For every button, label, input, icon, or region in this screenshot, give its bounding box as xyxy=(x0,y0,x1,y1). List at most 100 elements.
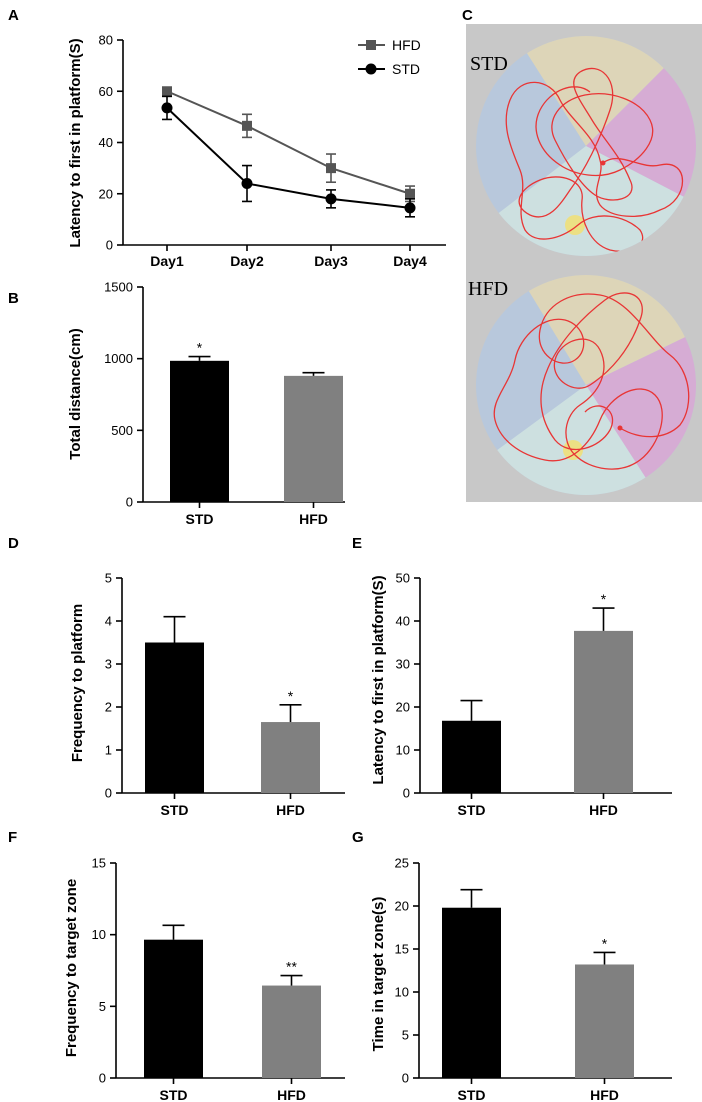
bar-std xyxy=(145,642,204,793)
y-tick-label: 80 xyxy=(99,33,113,48)
x-tick-label-hfd: HFD xyxy=(276,802,305,818)
y-tick-label: 25 xyxy=(395,856,409,871)
x-tick-label-day3: Day3 xyxy=(314,253,348,269)
x-tick-label-hfd: HFD xyxy=(589,802,618,818)
x-tick-label-std: STD xyxy=(186,511,214,527)
maze-hfd-trajectory xyxy=(493,292,690,470)
maze-hfd-title: HFD xyxy=(468,278,508,300)
panel-d-bar-chart: Frequency to platform 0 1 2 3 4 5 STD HFD * xyxy=(69,571,345,818)
data-point-std xyxy=(325,193,337,205)
panel-b-y-axis-label: Total distance(cm) xyxy=(67,328,84,459)
significance-marker-std: * xyxy=(197,340,203,356)
y-tick-label: 5 xyxy=(402,1028,409,1043)
bar-hfd xyxy=(575,964,634,1078)
panel-label-d: D xyxy=(8,535,19,552)
y-tick-label: 60 xyxy=(99,84,113,99)
significance-marker-hfd: ** xyxy=(286,959,297,975)
series-line-std xyxy=(166,107,411,209)
y-tick-label: 10 xyxy=(92,927,106,942)
panel-a-line-chart: Latency to first in platform(S) HFD STD … xyxy=(67,33,446,269)
x-tick-label-hfd: HFD xyxy=(590,1087,619,1102)
panel-label-f: F xyxy=(8,829,17,846)
panel-f-y-axis-label: Frequency to target zone xyxy=(63,879,80,1057)
significance-marker-hfd: * xyxy=(288,688,294,704)
data-point-std xyxy=(241,178,253,189)
y-tick-label: 40 xyxy=(99,135,113,150)
y-tick-label: 5 xyxy=(99,999,106,1014)
bar-std xyxy=(442,907,501,1078)
y-tick-label: 0 xyxy=(402,1071,409,1086)
bar-std xyxy=(442,720,501,793)
y-tick-label: 1 xyxy=(105,743,112,758)
data-point-hfd xyxy=(162,86,172,97)
y-tick-label: 20 xyxy=(395,899,409,914)
y-tick-label: 15 xyxy=(92,856,106,871)
series-line-hfd xyxy=(166,90,411,195)
bar-hfd xyxy=(284,375,343,502)
panel-d-y-axis-label: Frequency to platform xyxy=(69,604,86,762)
maze-std-start-point xyxy=(600,160,606,166)
panel-e-bar-chart: Latency to first in platform(S) 0 10 20 30 4… xyxy=(370,571,672,818)
panel-c-maze-trajectories: STD HFD xyxy=(466,24,702,502)
data-point-std xyxy=(404,202,416,214)
bar-hfd xyxy=(574,630,633,793)
y-tick-label: 20 xyxy=(396,700,410,715)
y-tick-label: 0 xyxy=(106,238,113,253)
maze-std: STD xyxy=(470,36,696,256)
panel-label-e: E xyxy=(352,535,362,552)
maze-std-quadrant-n xyxy=(516,36,696,146)
maze-std-title: STD xyxy=(470,53,508,75)
maze-std-platform xyxy=(565,215,585,235)
y-tick-label: 10 xyxy=(396,743,410,758)
data-point-std xyxy=(161,102,173,114)
bar-hfd xyxy=(262,985,321,1078)
y-tick-label: 1000 xyxy=(104,351,133,366)
panel-label-b: B xyxy=(8,290,19,307)
y-tick-label: 1500 xyxy=(104,280,133,295)
bar-std xyxy=(170,360,229,502)
panel-e-y-axis-label: Latency to first in platform(S) xyxy=(370,575,387,784)
x-tick-label-std: STD xyxy=(458,1087,486,1102)
legend-std-label: STD xyxy=(392,61,420,77)
maze-hfd-quadrant-n xyxy=(516,275,696,385)
y-tick-label: 0 xyxy=(126,495,133,510)
x-tick-label-day4: Day4 xyxy=(393,253,427,269)
bar-std xyxy=(144,939,203,1078)
data-point-hfd xyxy=(242,120,252,131)
panel-f-bar-chart: Frequency to target zone 0 5 10 15 STD HFD ** xyxy=(63,856,345,1102)
legend: HFD STD xyxy=(358,37,421,77)
y-tick-label: 500 xyxy=(111,423,133,438)
significance-marker-hfd: * xyxy=(601,591,607,607)
y-tick-label: 3 xyxy=(105,657,112,672)
panel-a-y-axis-label: Latency to first in platform(S) xyxy=(67,38,84,247)
maze-std-trajectory xyxy=(505,67,683,252)
y-tick-label: 0 xyxy=(105,786,112,801)
x-tick-label-day2: Day2 xyxy=(230,253,264,269)
x-tick-label-hfd: HFD xyxy=(277,1087,306,1102)
data-point-hfd xyxy=(405,188,415,199)
x-tick-label-std: STD xyxy=(458,802,486,818)
y-tick-label: 2 xyxy=(105,700,112,715)
panel-label-g: G xyxy=(352,829,364,846)
panel-label-c: C xyxy=(462,7,473,24)
x-tick-label-day1: Day1 xyxy=(150,253,184,269)
legend-hfd-label: HFD xyxy=(392,37,421,53)
y-tick-label: 30 xyxy=(396,657,410,672)
panel-b-bar-chart: Total distance(cm) 0 500 1000 1500 STD * HFD xyxy=(67,280,345,527)
y-tick-label: 5 xyxy=(105,571,112,586)
y-tick-label: 40 xyxy=(396,614,410,629)
panel-label-a: A xyxy=(8,7,19,24)
x-tick-label-hfd: HFD xyxy=(299,511,328,527)
significance-marker-hfd: * xyxy=(602,935,608,951)
legend-hfd-marker xyxy=(366,40,376,50)
panel-g-bar-chart: Time in target zone(s) 0 5 10 15 20 25 STD HFD * xyxy=(370,856,672,1102)
y-tick-label: 20 xyxy=(99,186,113,201)
x-tick-label-std: STD xyxy=(161,802,189,818)
y-tick-label: 4 xyxy=(105,614,112,629)
y-tick-label: 0 xyxy=(403,786,410,801)
y-tick-label: 0 xyxy=(99,1071,106,1086)
y-tick-label: 15 xyxy=(395,942,409,957)
data-point-hfd xyxy=(326,163,336,174)
y-tick-label: 50 xyxy=(396,571,410,586)
